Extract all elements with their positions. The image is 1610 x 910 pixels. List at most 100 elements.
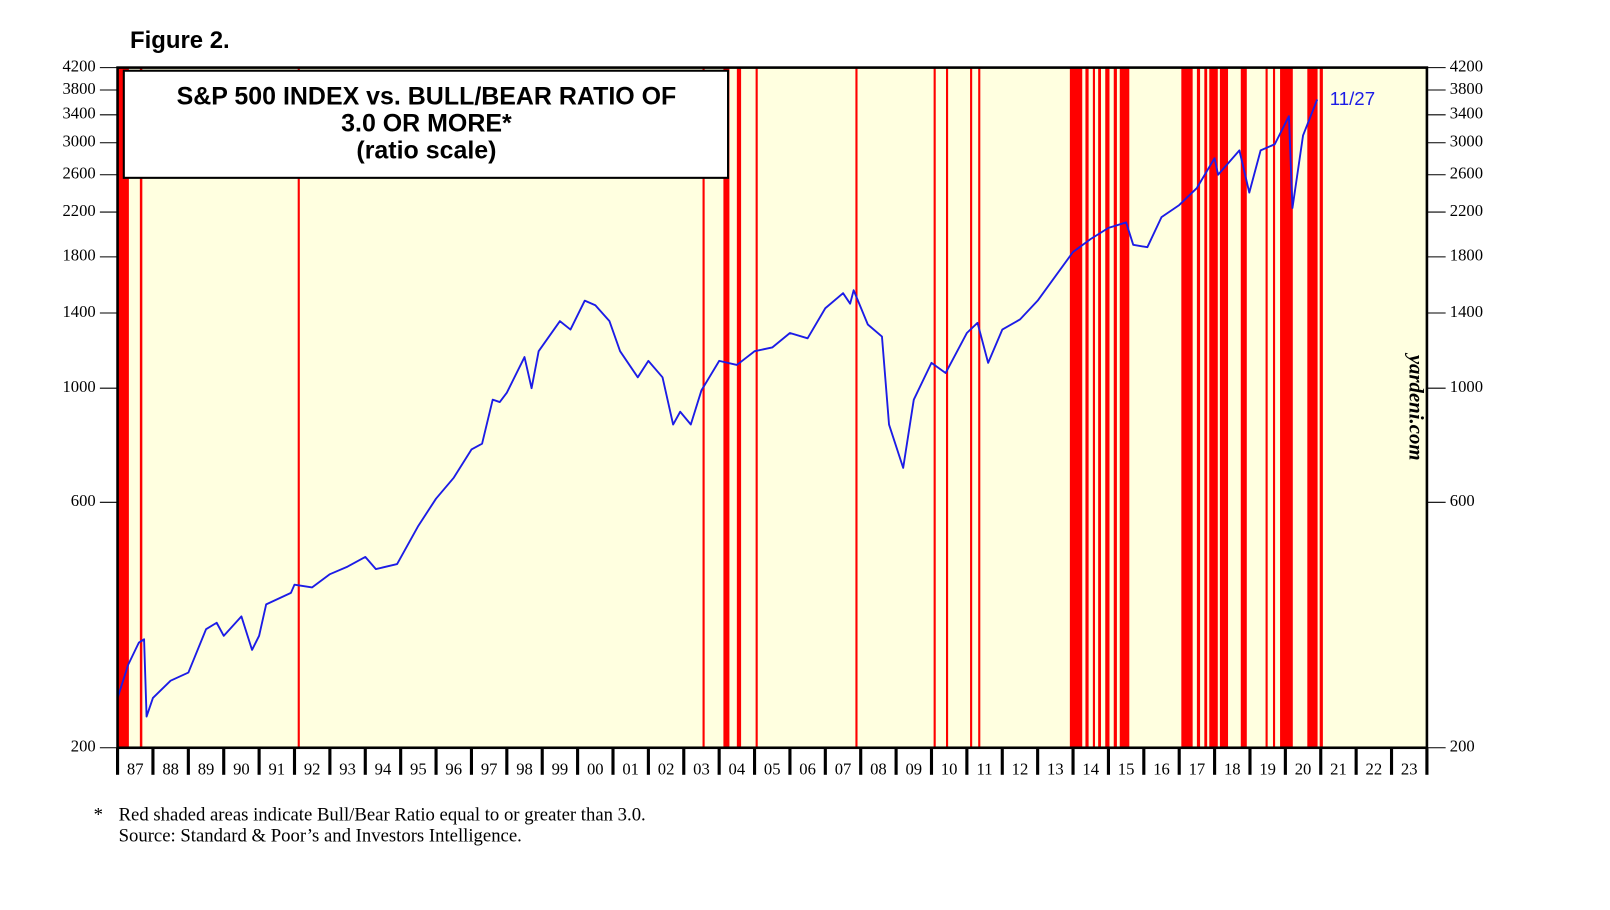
- y2-tick-label: 200: [1450, 737, 1475, 756]
- footnote-marker: *: [94, 805, 103, 826]
- x-tick-label: 01: [622, 759, 639, 778]
- shaded-band: [933, 67, 936, 748]
- y-tick-label: 200: [71, 737, 96, 756]
- plot-background: [117, 67, 1427, 748]
- x-tick-label: 95: [410, 759, 427, 778]
- y-tick-label: 4200: [62, 56, 95, 75]
- x-tick-label: 89: [198, 759, 215, 778]
- shaded-band: [978, 67, 981, 748]
- x-tick-label: 04: [729, 759, 746, 778]
- annotation: 11/27: [1330, 88, 1375, 109]
- x-tick-label: 94: [375, 759, 392, 778]
- x-tick-label: 16: [1153, 759, 1170, 778]
- shaded-band: [117, 67, 129, 748]
- shaded-band: [723, 67, 730, 748]
- shaded-band: [945, 67, 949, 748]
- x-tick-label: 00: [587, 759, 604, 778]
- shaded-band: [1319, 67, 1323, 748]
- chart-title: (ratio scale): [356, 136, 496, 164]
- shaded-band: [1265, 67, 1268, 748]
- title-box: [122, 69, 730, 179]
- watermark: yardeni.com: [1405, 352, 1428, 461]
- y2-tick-label: 1000: [1450, 377, 1483, 396]
- y2-tick-label: 2200: [1450, 201, 1483, 220]
- x-tick-label: 22: [1366, 759, 1383, 778]
- x-tick-label: 19: [1259, 759, 1276, 778]
- shaded-band: [1085, 67, 1089, 748]
- x-tick-label: 96: [445, 759, 462, 778]
- x-tick-label: 18: [1224, 759, 1241, 778]
- shaded-band: [1209, 67, 1218, 748]
- shaded-band: [1204, 67, 1208, 748]
- x-tick-label: 09: [905, 759, 922, 778]
- x-tick-label: 14: [1082, 759, 1099, 778]
- x-tick-label: 90: [233, 759, 250, 778]
- shaded-band: [1307, 67, 1318, 748]
- x-tick-label: 87: [127, 759, 144, 778]
- y-tick-label: 600: [71, 491, 96, 510]
- y2-tick-label: 1400: [1450, 302, 1483, 321]
- y-tick-label: 3400: [62, 104, 95, 123]
- chart-title: S&P 500 INDEX vs. BULL/BEAR RATIO OF: [177, 82, 677, 110]
- figure-label: Figure 2.: [130, 27, 230, 54]
- x-tick-label: 98: [516, 759, 533, 778]
- y-tick-label: 1800: [62, 246, 95, 265]
- x-tick-label: 10: [941, 759, 958, 778]
- x-tick-label: 03: [693, 759, 710, 778]
- x-tick-label: 93: [339, 759, 356, 778]
- y-tick-label: 2200: [62, 201, 95, 220]
- x-tick-label: 97: [481, 759, 498, 778]
- shaded-band: [755, 67, 758, 748]
- x-tick-label: 88: [162, 759, 179, 778]
- footnote: Red shaded areas indicate Bull/Bear Rati…: [119, 805, 646, 826]
- shaded-band: [297, 67, 300, 748]
- y2-tick-label: 1800: [1450, 246, 1483, 265]
- x-tick-label: 92: [304, 759, 321, 778]
- shaded-band: [702, 67, 705, 748]
- x-tick-label: 08: [870, 759, 887, 778]
- shaded-band: [1113, 67, 1117, 748]
- x-tick-label: 15: [1118, 759, 1135, 778]
- shaded-band: [736, 67, 742, 748]
- shaded-band: [1069, 67, 1083, 748]
- y-tick-label: 2600: [62, 164, 95, 183]
- x-tick-label: 07: [835, 759, 852, 778]
- y2-tick-label: 3400: [1450, 104, 1483, 123]
- x-tick-label: 99: [552, 759, 569, 778]
- y2-tick-label: 600: [1450, 491, 1475, 510]
- y2-tick-label: 4200: [1450, 56, 1483, 75]
- shaded-band: [1219, 67, 1229, 748]
- shaded-band: [1092, 67, 1095, 748]
- shaded-band: [1098, 67, 1101, 748]
- y-tick-label: 3800: [62, 79, 95, 98]
- chart-title: 3.0 OR MORE*: [341, 109, 512, 137]
- shaded-band: [1280, 67, 1293, 748]
- x-tick-label: 17: [1189, 759, 1206, 778]
- y2-tick-label: 3800: [1450, 79, 1483, 98]
- x-tick-label: 02: [658, 759, 675, 778]
- x-tick-label: 91: [268, 759, 285, 778]
- y2-tick-label: 3000: [1450, 132, 1483, 151]
- shaded-band: [970, 67, 973, 748]
- line-series: [116, 99, 1319, 718]
- shaded-band: [1240, 67, 1247, 748]
- shaded-band: [1196, 67, 1201, 748]
- x-tick-label: 13: [1047, 759, 1064, 778]
- shaded-band: [855, 67, 858, 748]
- x-tick-label: 11: [977, 759, 993, 778]
- y-tick-label: 3000: [62, 132, 95, 151]
- x-tick-label: 05: [764, 759, 781, 778]
- shaded-band: [1119, 67, 1130, 748]
- shaded-band: [139, 67, 143, 748]
- x-tick-label: 23: [1401, 759, 1418, 778]
- shaded-band: [1272, 67, 1276, 748]
- plot-border: [116, 66, 1429, 750]
- x-tick-label: 12: [1012, 759, 1029, 778]
- y2-tick-label: 2600: [1450, 164, 1483, 183]
- shaded-band: [1181, 67, 1193, 748]
- x-tick-label: 20: [1295, 759, 1312, 778]
- footnote: Source: Standard & Poor’s and Investors …: [119, 825, 522, 846]
